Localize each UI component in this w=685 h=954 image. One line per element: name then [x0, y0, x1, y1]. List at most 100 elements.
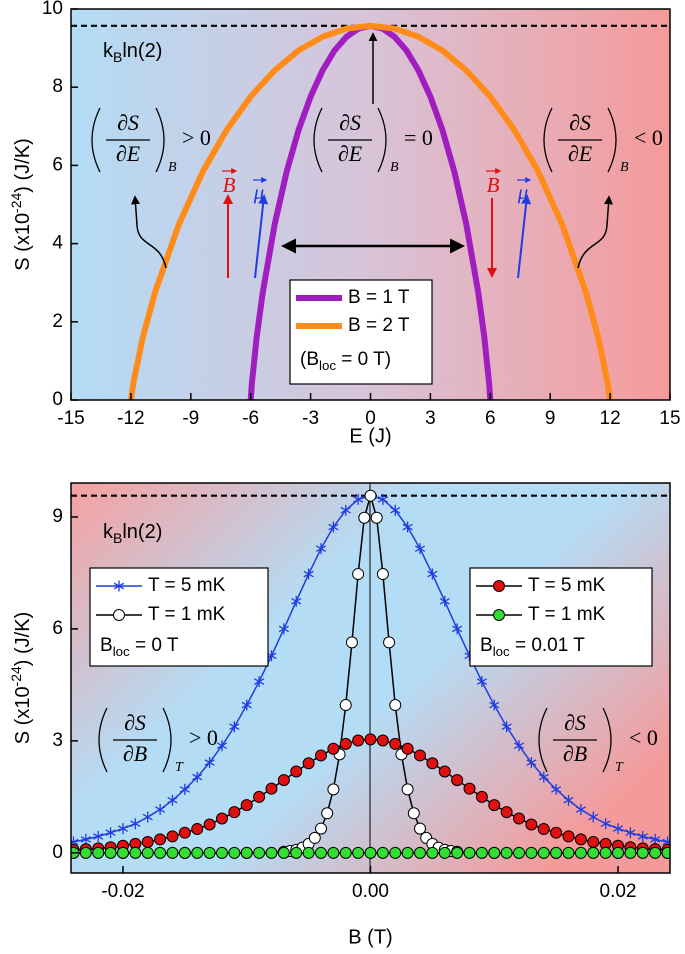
- legend-note-part: loc: [319, 358, 336, 373]
- data-point: [314, 846, 327, 859]
- data-point: [155, 804, 166, 816]
- data-point: [92, 846, 105, 859]
- relation: > 0: [182, 125, 211, 150]
- arrow: [131, 195, 167, 269]
- data-point: [376, 846, 389, 859]
- data-point: [203, 846, 216, 859]
- data-point: [130, 818, 141, 830]
- data-point: [303, 568, 314, 580]
- data-point: [383, 636, 396, 649]
- relation: < 0: [629, 725, 658, 750]
- subscript: B: [620, 160, 629, 175]
- legend-label: B = 1 T: [348, 287, 410, 308]
- legend-note-part: B: [480, 635, 493, 656]
- data-point: [166, 846, 179, 859]
- data-point: [438, 765, 451, 778]
- reference-label-part: B: [113, 49, 122, 65]
- x-tick-label: 6: [485, 408, 496, 429]
- data-point: [321, 807, 334, 820]
- reference-label: kBln(2): [103, 521, 162, 545]
- data-point: [80, 833, 91, 845]
- data-point: [178, 826, 191, 839]
- data-point: [352, 846, 365, 859]
- data-point: [352, 568, 365, 581]
- data-point: [358, 511, 371, 524]
- data-point: [240, 799, 253, 812]
- y-tick-label: 4: [52, 233, 63, 254]
- data-point: [402, 521, 413, 533]
- data-point: [327, 742, 340, 755]
- data-point: [241, 699, 252, 711]
- data-point: [129, 846, 142, 859]
- data-point: [439, 595, 450, 607]
- data-point: [314, 749, 327, 762]
- data-point: [254, 676, 265, 688]
- data-point: [452, 623, 463, 635]
- legend-label: T = 1 mK: [148, 604, 226, 625]
- data-point: [216, 740, 228, 752]
- data-point: [636, 846, 649, 859]
- data-point: [537, 822, 550, 835]
- data-point: [79, 846, 92, 859]
- x-tick-label: 9: [545, 408, 556, 429]
- data-point: [389, 846, 402, 859]
- data-point: [426, 757, 439, 770]
- data-point: [278, 623, 289, 635]
- data-point: [376, 568, 389, 581]
- data-point: [414, 822, 427, 835]
- vector-label: μ: [253, 180, 265, 204]
- data-point: [364, 489, 377, 502]
- x-tick-label: -6: [242, 408, 259, 429]
- data-point: [315, 543, 327, 555]
- y-tick-label: 3: [52, 730, 63, 751]
- y-axis-label-part: S (x10: [12, 686, 34, 744]
- y-axis-label-part: -24: [8, 192, 24, 212]
- data-point: [228, 806, 241, 819]
- data-point: [649, 846, 662, 859]
- data-point: [389, 699, 402, 712]
- reference-label-part: ln(2): [122, 521, 162, 543]
- data-point: [192, 771, 203, 783]
- y-tick-label: 6: [52, 154, 63, 175]
- x-tick-label: -12: [117, 408, 144, 429]
- data-point: [463, 846, 476, 859]
- data-point: [290, 846, 303, 859]
- legend-note-part: = 0.01 T: [510, 635, 586, 656]
- x-axis-label: B (T): [348, 926, 392, 948]
- data-point: [476, 676, 487, 688]
- data-point: [277, 774, 290, 787]
- paren: [162, 707, 172, 773]
- data-point: [550, 826, 563, 839]
- legend-label: T = 5 mK: [148, 575, 226, 596]
- x-tick-label: -9: [182, 408, 199, 429]
- paren: [607, 107, 617, 173]
- data-point: [376, 734, 389, 747]
- data-point: [500, 846, 513, 859]
- data-point: [353, 493, 364, 505]
- data-point: [377, 493, 388, 505]
- numerator: ∂S: [117, 110, 139, 135]
- x-tick-label: 0.00: [352, 881, 389, 902]
- data-point: [551, 783, 562, 795]
- arrow: [517, 194, 532, 279]
- legend-marker: [113, 609, 125, 621]
- data-point: [364, 846, 377, 859]
- data-point: [538, 771, 549, 783]
- data-point: [612, 846, 625, 859]
- data-point: [327, 783, 340, 796]
- vector-label: B: [223, 173, 236, 197]
- data-point: [550, 846, 563, 859]
- series-group: [127, 22, 614, 400]
- data-point: [537, 846, 550, 859]
- y-tick-label: 9: [52, 506, 63, 527]
- data-point: [650, 833, 661, 845]
- subscript: T: [615, 760, 624, 775]
- data-point: [339, 699, 352, 712]
- data-point: [612, 823, 624, 835]
- legend-label: T = 5 mK: [528, 575, 606, 596]
- denominator: ∂E: [116, 141, 141, 166]
- numerator: ∂S: [339, 110, 361, 135]
- data-point: [327, 846, 340, 859]
- y-axis-label-part: -24: [8, 666, 24, 686]
- data-point: [624, 846, 637, 859]
